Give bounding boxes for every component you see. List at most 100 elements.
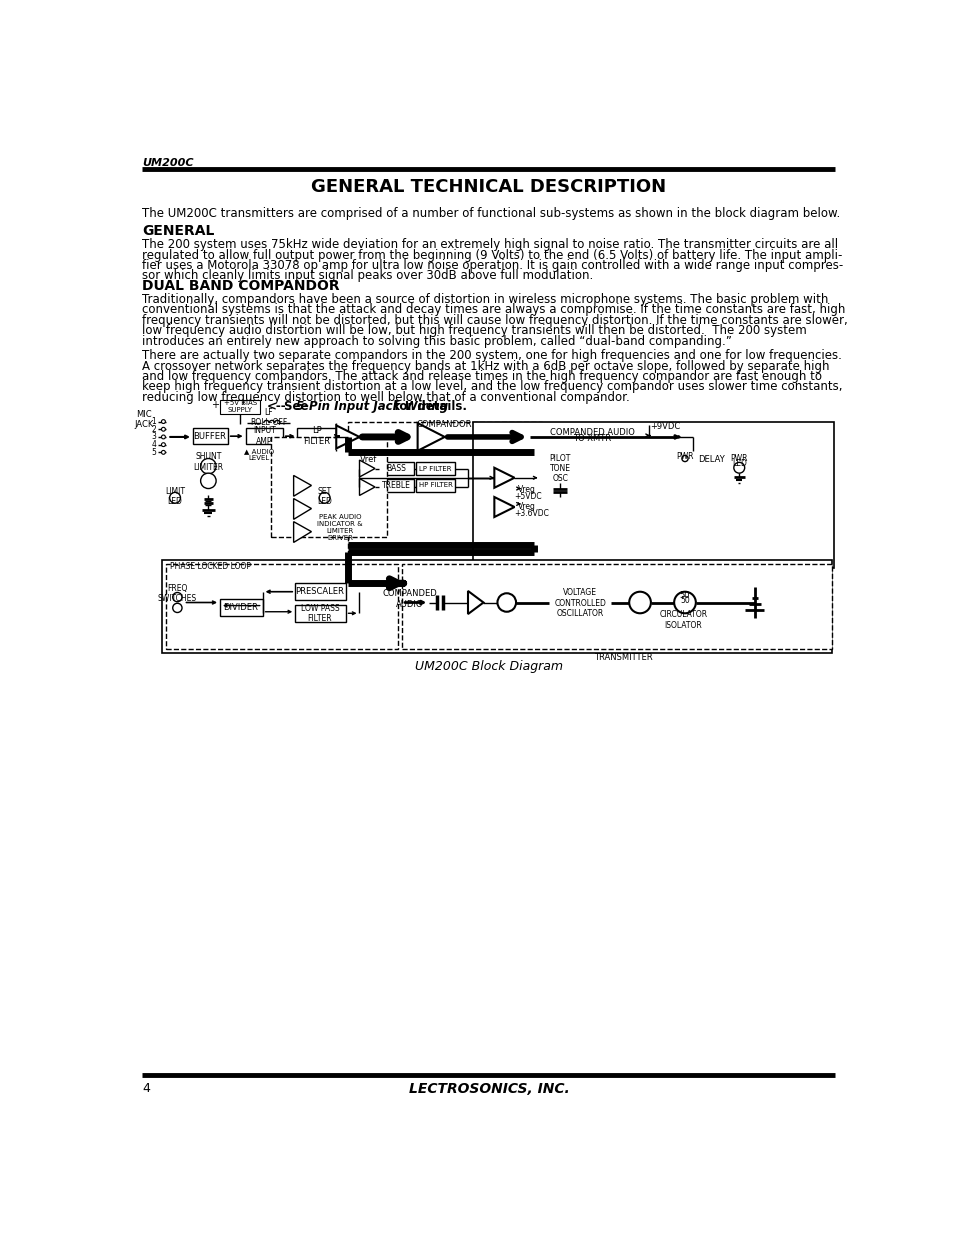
Text: TREBLE: TREBLE xyxy=(381,480,410,490)
Text: GENERAL: GENERAL xyxy=(142,225,214,238)
Text: LECTROSONICS, INC.: LECTROSONICS, INC. xyxy=(408,1082,569,1097)
Circle shape xyxy=(161,442,165,447)
Bar xyxy=(416,478,455,493)
Polygon shape xyxy=(359,478,375,495)
Bar xyxy=(692,451,729,468)
Circle shape xyxy=(497,593,516,611)
Text: PEAK AUDIO
INDICATOR &
LIMITER
DRIVER: PEAK AUDIO INDICATOR & LIMITER DRIVER xyxy=(317,514,362,541)
Bar xyxy=(473,421,833,568)
Text: The UM200C transmitters are comprised of a number of functional sub-systems as s: The UM200C transmitters are comprised of… xyxy=(142,207,840,221)
Bar xyxy=(193,429,228,443)
Text: UM200C: UM200C xyxy=(142,158,193,168)
Text: 4: 4 xyxy=(152,440,156,450)
Text: There are actually two separate compandors in the 200 system, one for high frequ: There are actually two separate compando… xyxy=(142,350,841,362)
Text: PWR: PWR xyxy=(676,452,693,462)
Circle shape xyxy=(161,435,165,438)
Bar xyxy=(416,462,455,475)
Text: DIVIDER: DIVIDER xyxy=(223,603,258,611)
Circle shape xyxy=(629,592,650,614)
Text: COMPANDED
AUDIO: COMPANDED AUDIO xyxy=(382,589,436,609)
Bar xyxy=(348,421,541,568)
Text: MIC
JACK: MIC JACK xyxy=(134,410,153,430)
Polygon shape xyxy=(417,424,444,451)
Circle shape xyxy=(733,462,744,473)
Circle shape xyxy=(161,420,165,424)
Text: LP FILTER: LP FILTER xyxy=(418,466,451,472)
Bar xyxy=(166,564,397,648)
Bar xyxy=(245,429,282,443)
Text: 1: 1 xyxy=(152,417,156,426)
Text: regulated to allow full output power from the beginning (9 Volts) to the end (6.: regulated to allow full output power fro… xyxy=(142,248,842,262)
Text: frequency transients will not be distorted, but this will cause low frequency di: frequency transients will not be distort… xyxy=(142,314,847,327)
Text: 3: 3 xyxy=(152,432,156,441)
Bar xyxy=(162,561,831,652)
Bar xyxy=(549,585,611,621)
Text: FREQ
SWITCHES: FREQ SWITCHES xyxy=(157,584,196,604)
Text: LOW PASS
FILTER: LOW PASS FILTER xyxy=(300,604,339,622)
Bar xyxy=(378,462,414,475)
Text: The 200 system uses 75kHz wide deviation for an extremely high signal to noise r: The 200 system uses 75kHz wide deviation… xyxy=(142,238,838,251)
Text: sor which cleanly limits input signal peaks over 30dB above full modulation.: sor which cleanly limits input signal pe… xyxy=(142,269,593,283)
Text: 4: 4 xyxy=(142,1082,151,1095)
Polygon shape xyxy=(468,592,483,614)
Text: Vreg: Vreg xyxy=(517,484,536,494)
Bar xyxy=(537,454,582,483)
Circle shape xyxy=(200,473,216,489)
Text: and low frequency compandors. The attack and release times in the high frequency: and low frequency compandors. The attack… xyxy=(142,370,821,383)
Polygon shape xyxy=(294,499,311,520)
Text: See: See xyxy=(284,400,313,412)
Bar xyxy=(294,605,345,621)
Text: TO XMTR: TO XMTR xyxy=(573,433,611,443)
Bar xyxy=(294,583,345,600)
Text: PILOT
TONE
OSC: PILOT TONE OSC xyxy=(549,453,570,483)
Text: 5-Pin Input Jack Wiring: 5-Pin Input Jack Wiring xyxy=(295,400,448,412)
Polygon shape xyxy=(294,475,311,496)
Text: keep high frequency transient distortion at a low level, and the low frequency c: keep high frequency transient distortion… xyxy=(142,380,842,394)
Text: BUFFER: BUFFER xyxy=(193,432,226,441)
Text: PWR: PWR xyxy=(730,454,747,463)
Circle shape xyxy=(319,493,330,503)
Text: 50: 50 xyxy=(679,597,689,605)
Text: +9VDC: +9VDC xyxy=(649,421,679,431)
Text: 2: 2 xyxy=(152,425,156,433)
Bar xyxy=(220,599,262,615)
Text: +5VDC: +5VDC xyxy=(514,492,541,500)
Text: conventional systems is that the attack and decay times are always a compromise.: conventional systems is that the attack … xyxy=(142,304,845,316)
Text: low frequency audio distortion will be low, but high frequency transients will t: low frequency audio distortion will be l… xyxy=(142,324,806,337)
Text: +3.6VDC: +3.6VDC xyxy=(514,509,549,517)
Circle shape xyxy=(681,456,687,462)
Circle shape xyxy=(172,603,182,613)
Text: 50: 50 xyxy=(679,592,690,600)
Bar xyxy=(271,437,387,537)
Text: SET
LED: SET LED xyxy=(316,487,332,506)
Bar xyxy=(402,564,831,648)
Text: Traditionally, compandors have been a source of distortion in wireless microphon: Traditionally, compandors have been a so… xyxy=(142,293,828,306)
Text: LED: LED xyxy=(731,459,746,468)
Text: +: + xyxy=(212,400,219,410)
Text: VOLTAGE
CONTROLLED
OSCILLATOR: VOLTAGE CONTROLLED OSCILLATOR xyxy=(554,588,606,619)
Text: +5V BIAS
SUPPLY: +5V BIAS SUPPLY xyxy=(223,400,256,414)
Text: INPUT
AMP: INPUT AMP xyxy=(253,426,275,446)
Text: COMPANDOR: COMPANDOR xyxy=(416,420,472,429)
Bar xyxy=(675,597,694,606)
Text: LP
FILTER: LP FILTER xyxy=(303,426,330,446)
Text: DUAL BAND COMPANDOR: DUAL BAND COMPANDOR xyxy=(142,279,340,293)
Circle shape xyxy=(161,427,165,431)
Text: BASS: BASS xyxy=(386,464,405,473)
Text: 5: 5 xyxy=(152,448,156,457)
Text: <--: <-- xyxy=(266,400,286,412)
Text: LIMIT
LED: LIMIT LED xyxy=(165,487,185,506)
Text: Vreg: Vreg xyxy=(517,501,536,510)
Text: TRANSMITTER: TRANSMITTER xyxy=(593,652,652,662)
Circle shape xyxy=(161,451,165,454)
Text: LF
ROLL-OFF: LF ROLL-OFF xyxy=(250,408,287,427)
Text: introduces an entirely new approach to solving this basic problem, called “dual-: introduces an entirely new approach to s… xyxy=(142,335,732,347)
Text: PHASE LOCKED LOOP: PHASE LOCKED LOOP xyxy=(170,562,251,572)
Text: fier uses a Motorola 33078 op amp for ultra low noise operation. It is gain cont: fier uses a Motorola 33078 op amp for ul… xyxy=(142,259,842,272)
Text: A crossover network separates the frequency bands at 1kHz with a 6dB per octave : A crossover network separates the freque… xyxy=(142,359,829,373)
Text: Vref: Vref xyxy=(359,454,376,463)
Polygon shape xyxy=(494,468,514,488)
Text: ▲ AUDIO
LEVEL: ▲ AUDIO LEVEL xyxy=(243,448,274,461)
Circle shape xyxy=(200,458,216,474)
Polygon shape xyxy=(294,521,311,542)
